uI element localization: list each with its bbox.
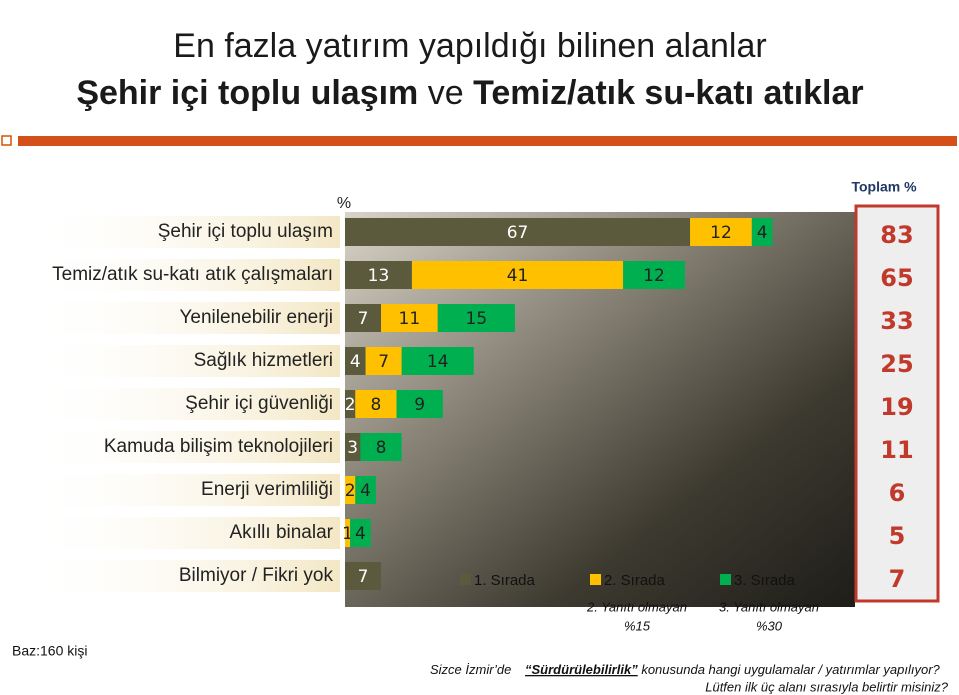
bar-segment xyxy=(751,218,773,246)
missing-note: %15 xyxy=(624,618,651,633)
missing-note: %30 xyxy=(756,618,783,633)
bar-segment xyxy=(360,433,402,461)
data-label: 2 xyxy=(345,481,356,501)
question-part: “Sürdürülebilirlik” xyxy=(525,662,638,677)
bar-segment xyxy=(396,390,443,418)
data-label: 8 xyxy=(370,395,381,415)
category-band xyxy=(20,517,340,549)
category-label: Bilmiyor / Fikri yok xyxy=(179,565,334,586)
accent-bar xyxy=(18,136,957,146)
subtitle-part: ve xyxy=(428,74,464,112)
data-label: 13 xyxy=(368,266,390,286)
bar-segment xyxy=(345,476,356,504)
data-label: 1 xyxy=(342,524,353,544)
category-label: Temiz/atık su-katı atık çalışmaları xyxy=(52,264,333,285)
bar-segment xyxy=(355,476,376,504)
data-label: 7 xyxy=(378,352,389,372)
total-value: 65 xyxy=(880,264,913,292)
total-value: 83 xyxy=(880,221,913,249)
question-part: konusunda hangi uygulamalar / yatırımlar… xyxy=(641,662,940,677)
totals-box xyxy=(854,204,940,603)
category-band xyxy=(20,216,340,248)
legend-label: 2. Sırada xyxy=(604,572,666,589)
data-label: 14 xyxy=(427,352,449,372)
base-note: Baz:160 kişi xyxy=(12,643,87,659)
bullet-square xyxy=(1,135,12,146)
data-label: 15 xyxy=(466,309,488,329)
data-label: 11 xyxy=(399,309,421,329)
bar-segment xyxy=(365,347,402,375)
category-band xyxy=(20,388,340,420)
bar-segment xyxy=(345,347,366,375)
total-value: 7 xyxy=(889,565,906,593)
total-value: 33 xyxy=(880,307,913,335)
category-label: Yenilenebilir enerji xyxy=(179,307,333,328)
legend-label: 1. Sırada xyxy=(474,572,536,589)
category-label: Kamuda bilişim teknolojileri xyxy=(104,436,333,457)
title: En fazla yatırım yapıldığı bilinen alanl… xyxy=(173,27,766,65)
category-band xyxy=(20,474,340,506)
missing-note: 3. Yanıtı olmayan xyxy=(719,599,819,614)
bar-segment xyxy=(345,519,351,547)
category-band xyxy=(20,259,340,291)
bar-segment xyxy=(690,218,752,246)
data-label: 4 xyxy=(355,524,366,544)
legend-label: 3. Sırada xyxy=(734,572,796,589)
category-label: Şehir içi güvenliği xyxy=(185,393,333,414)
data-label: 9 xyxy=(414,395,425,415)
category-band xyxy=(20,560,340,592)
bar-segment xyxy=(401,347,474,375)
total-value: 25 xyxy=(880,350,913,378)
data-label: 8 xyxy=(376,438,387,458)
bar-segment xyxy=(345,304,382,332)
total-value: 19 xyxy=(880,393,913,421)
data-label: 67 xyxy=(507,223,529,243)
data-label: 7 xyxy=(358,309,369,329)
data-label: 4 xyxy=(350,352,361,372)
bar-segment xyxy=(345,390,356,418)
category-band xyxy=(20,302,340,334)
bar-segment xyxy=(437,304,515,332)
missing-note: 2. Yanıtı olmayan xyxy=(586,599,687,614)
category-label: Akıllı binalar xyxy=(230,522,334,543)
total-value: 11 xyxy=(880,436,913,464)
bar-segment xyxy=(381,304,438,332)
total-value: 6 xyxy=(889,479,906,507)
data-label: 3 xyxy=(347,438,358,458)
category-label: Enerji verimliliği xyxy=(201,479,333,500)
subtitle-part: Temiz/atık su-katı atıklar xyxy=(473,74,864,112)
totals-title: Toplam % xyxy=(851,179,917,195)
bar-segment xyxy=(345,433,361,461)
legend-swatch xyxy=(720,574,731,585)
question-part: Sizce İzmir’de xyxy=(430,662,511,677)
data-label: 2 xyxy=(345,395,356,415)
data-label: 4 xyxy=(360,481,371,501)
bar-segment xyxy=(345,218,691,246)
legend-swatch xyxy=(590,574,601,585)
category-band xyxy=(20,431,340,463)
bar-segment xyxy=(411,261,624,289)
category-label: Sağlık hizmetleri xyxy=(194,350,333,371)
unit-label: % xyxy=(337,195,351,212)
data-label: 12 xyxy=(710,223,732,243)
bar-segment xyxy=(623,261,685,289)
data-label: 4 xyxy=(757,223,768,243)
subtitle-part: Şehir içi toplu ulaşım xyxy=(76,74,418,112)
bar-segment xyxy=(345,261,412,289)
bar-segment xyxy=(355,390,397,418)
category-label: Şehir içi toplu ulaşım xyxy=(158,221,333,242)
data-label: 41 xyxy=(507,266,529,286)
question: Sizce İzmir’de “Sürdürülebilirlik” konus… xyxy=(430,662,941,677)
total-value: 5 xyxy=(889,522,906,550)
bar-segment xyxy=(345,562,382,590)
question-line2: Lütfen ilk üç alanı sırasıyla belirtir m… xyxy=(705,679,949,694)
subtitle: Şehir içi toplu ulaşım ve Temiz/atık su-… xyxy=(76,74,863,112)
data-label: 12 xyxy=(643,266,665,286)
bar-segment xyxy=(350,519,371,547)
legend-swatch xyxy=(460,574,471,585)
data-label: 7 xyxy=(358,567,369,587)
category-band xyxy=(20,345,340,377)
